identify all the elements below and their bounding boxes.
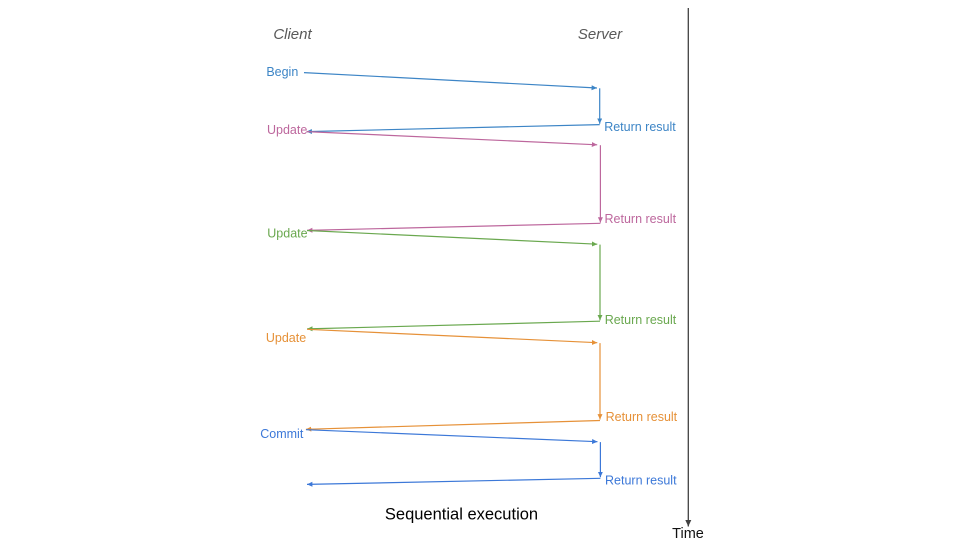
svg-text:Server: Server bbox=[578, 26, 623, 43]
svg-text:Return result: Return result bbox=[605, 212, 677, 226]
svg-text:Update: Update bbox=[267, 227, 307, 241]
svg-text:Commit: Commit bbox=[260, 427, 304, 441]
svg-text:Return result: Return result bbox=[604, 120, 676, 134]
svg-text:Time: Time bbox=[672, 526, 704, 540]
svg-text:Return result: Return result bbox=[605, 473, 677, 487]
svg-text:Update: Update bbox=[267, 123, 307, 137]
svg-text:Begin: Begin bbox=[266, 65, 298, 79]
svg-text:Update: Update bbox=[266, 331, 306, 345]
svg-text:Sequential execution: Sequential execution bbox=[385, 505, 538, 523]
svg-text:Return result: Return result bbox=[605, 313, 677, 327]
svg-text:Client: Client bbox=[273, 26, 312, 43]
svg-text:Return result: Return result bbox=[606, 410, 678, 424]
